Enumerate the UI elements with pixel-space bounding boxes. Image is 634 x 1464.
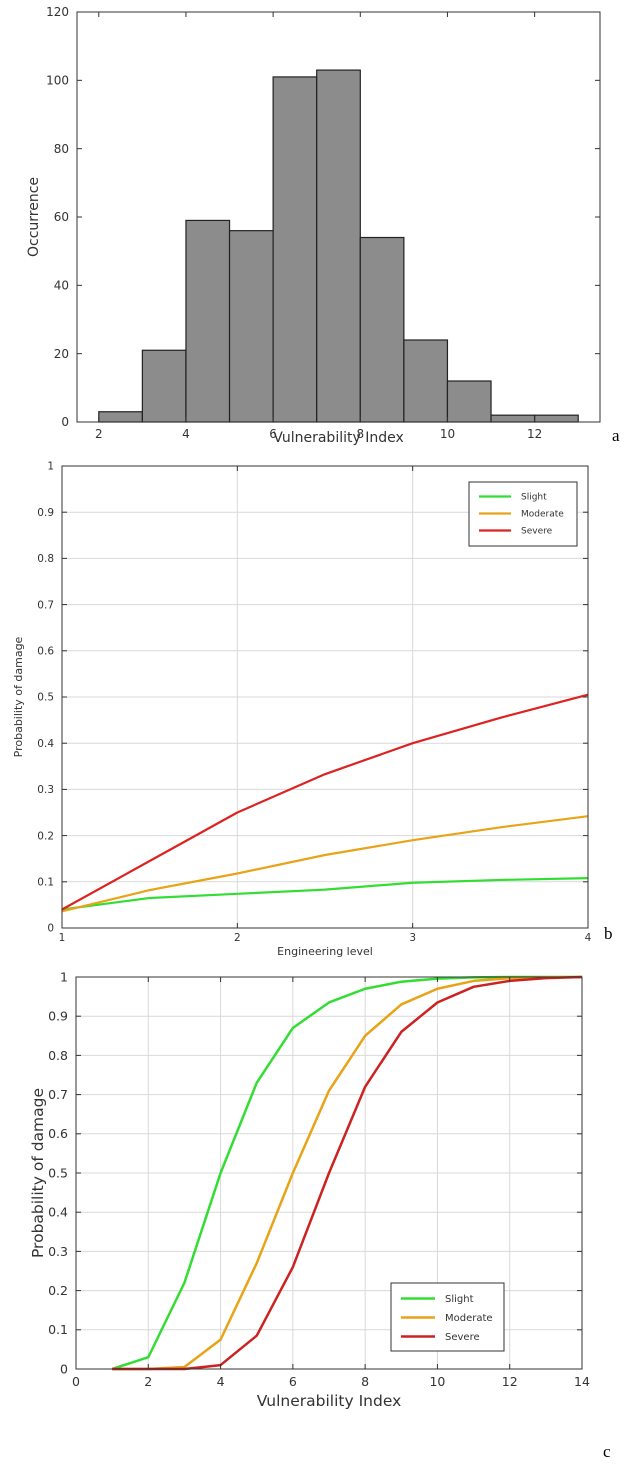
chart-b-series-moderate-line xyxy=(61,815,589,913)
chart-b-xtick-label: 3 xyxy=(409,932,416,944)
chart-b-legend-label-severe: Severe xyxy=(521,527,553,537)
chart-a-bar xyxy=(446,380,492,423)
chart-a-bar xyxy=(403,339,449,423)
chart-c-svg: 0 2 4 6 8 10 12 14 0 0.1 0.2 0.3 0.4 0.5 0.6 0.7 0.8 0.9 1… xyxy=(29,969,590,1410)
chart-b-ytick-label: 0.7 xyxy=(37,599,54,611)
chart-b-ylabel: Probability of damage xyxy=(12,636,25,757)
chart-a-bar xyxy=(316,69,361,423)
chart-a-xtick-label: 8 xyxy=(356,427,364,441)
chart-c-xtick-label: 8 xyxy=(361,1374,369,1389)
chart-a-xtick-label: 4 xyxy=(182,427,190,441)
chart-c-ytick-label: 0.9 xyxy=(48,1009,68,1024)
chart-b-xtick-label: 4 xyxy=(585,932,592,944)
chart-b-series-severe-line xyxy=(61,693,589,911)
chart-c-ytick-label: 0.8 xyxy=(48,1048,68,1063)
chart-c-ytick-label: 0.3 xyxy=(48,1244,68,1259)
chart-b-ytick-label: 1 xyxy=(47,461,54,473)
chart-c-panel-letter: c xyxy=(603,1442,611,1461)
chart-c-ylabel: Probability of damage xyxy=(29,1088,47,1258)
chart-a-xtick-label: 12 xyxy=(527,427,542,441)
chart-a-ytick-label: 120 xyxy=(46,5,69,19)
chart-c-legend-box xyxy=(390,1282,505,1352)
chart-b-ytick-label: 0.9 xyxy=(37,507,54,519)
chart-b-panel-letter: b xyxy=(604,924,613,943)
chart-c-ytick-label: 0.2 xyxy=(48,1283,68,1298)
chart-b-ytick-label: 0.8 xyxy=(37,553,54,565)
chart-c-legend-label-moderate: Moderate xyxy=(445,1313,493,1324)
chart-a-bar xyxy=(272,76,318,423)
chart-b-ytick-label: 0.5 xyxy=(37,692,54,704)
chart-a-ytick-label: 100 xyxy=(46,74,69,88)
chart-a-ylabel: Occurrence xyxy=(26,177,42,257)
chart-a-bar xyxy=(141,349,187,423)
chart-a-xtick-label: 10 xyxy=(440,427,455,441)
chart-c-legend-label-slight: Slight xyxy=(445,1294,474,1305)
chart-a-bar xyxy=(359,236,405,423)
chart-b-svg: 1 2 3 4 0 0.1 0.2 0.3 0.4 0.5 0.6 0.7 0.8 0.9 1 Enginee… xyxy=(12,461,592,958)
chart-c-ytick-label: 0.7 xyxy=(48,1087,68,1102)
chart-b-legend-label-moderate: Moderate xyxy=(521,510,564,520)
chart-a-bar xyxy=(490,414,536,423)
chart-a-ytick-label: 80 xyxy=(54,142,69,156)
chart-a-panel: 2 4 6 8 10 12 0 20 40 60 80 100 120 Vulnerability Ind… xyxy=(0,0,634,450)
chart-b-xtick-label: 2 xyxy=(234,932,241,944)
chart-c-xtick-label: 10 xyxy=(429,1374,445,1389)
chart-c-xtick-label: 4 xyxy=(217,1374,225,1389)
chart-c-xlabel: Vulnerability Index xyxy=(257,1392,402,1410)
chart-b-ytick-label: 0.6 xyxy=(37,645,54,657)
chart-c-series-severe-line xyxy=(112,975,583,1371)
chart-a-xtick-label: 2 xyxy=(95,427,103,441)
chart-b-ytick-label: 0.2 xyxy=(37,830,54,842)
chart-a-bar xyxy=(98,411,143,423)
chart-c-panel: 0 2 4 6 8 10 12 14 0 0.1 0.2 0.3 0.4 0.5 0.6 0.7 0.8 0.9 1… xyxy=(0,960,634,1464)
chart-a-ytick-label: 0 xyxy=(61,415,69,429)
chart-c-ytick-label: 1 xyxy=(60,969,68,984)
chart-a-bar xyxy=(534,414,579,423)
chart-a-ytick-label: 40 xyxy=(54,279,69,293)
chart-b-legend-label-slight: Slight xyxy=(521,493,547,503)
chart-a-panel-letter: a xyxy=(612,426,620,445)
chart-b-ytick-label: 0.4 xyxy=(37,738,54,750)
chart-c-ytick-label: 0.6 xyxy=(48,1126,68,1141)
chart-a-ytick-label: 20 xyxy=(54,347,69,361)
chart-c-ytick-label: 0.4 xyxy=(48,1205,68,1220)
chart-c-ytick-label: 0.5 xyxy=(48,1165,68,1180)
chart-b-panel: 1 2 3 4 0 0.1 0.2 0.3 0.4 0.5 0.6 0.7 0.8 0.9 1 Enginee… xyxy=(0,450,634,960)
chart-c-xtick-label: 0 xyxy=(72,1374,80,1389)
chart-b-series-slight-line xyxy=(61,877,589,911)
chart-c-xtick-label: 14 xyxy=(574,1374,590,1389)
chart-c-ytick-label: 0 xyxy=(60,1361,68,1376)
chart-a-bar xyxy=(185,219,231,423)
chart-b-ytick-label: 0.3 xyxy=(37,784,54,796)
chart-a-ytick-label: 60 xyxy=(54,210,69,224)
chart-b-xlabel: Engineering level xyxy=(277,945,373,958)
chart-b-ytick-label: 0 xyxy=(47,923,54,935)
chart-a-xtick-label: 6 xyxy=(269,427,277,441)
chart-b-xtick-label: 1 xyxy=(59,932,66,944)
chart-a-bar xyxy=(228,230,274,423)
chart-c-xtick-label: 6 xyxy=(289,1374,297,1389)
chart-c-ytick-label: 0.1 xyxy=(48,1322,68,1337)
chart-c-series-moderate-line xyxy=(112,975,583,1371)
chart-c-xtick-label: 2 xyxy=(144,1374,152,1389)
chart-b-ytick-label: 0.1 xyxy=(37,876,54,888)
chart-c-xtick-label: 12 xyxy=(502,1374,518,1389)
chart-a-xlabel: Vulnerability Index xyxy=(273,430,404,446)
chart-c-legend-label-severe: Severe xyxy=(445,1332,480,1343)
